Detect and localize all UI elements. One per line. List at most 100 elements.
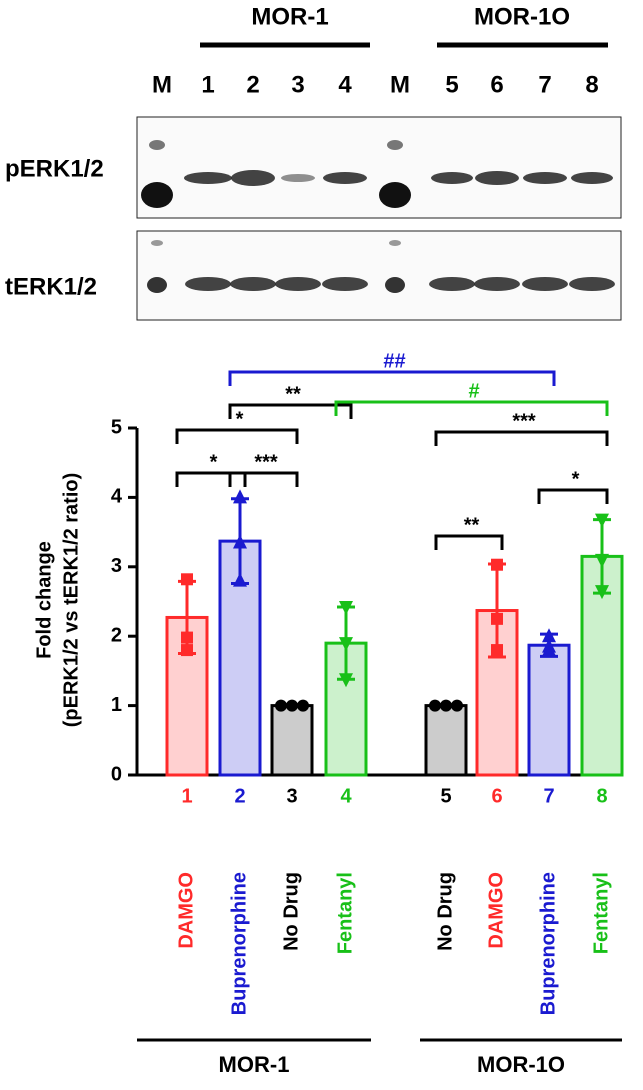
bar [424,704,468,777]
y-tick-label: 0 [111,763,122,785]
blot-band [147,277,167,293]
blot-band [523,172,567,184]
bar [270,704,314,777]
significance-label: * [572,468,580,490]
drug-label: Buprenorphine [537,872,559,1015]
significance-bracket [228,403,353,419]
blot-band [151,240,163,246]
data-point [181,631,193,644]
lane-label: 5 [445,71,458,98]
blot-panel [136,116,622,219]
blot-panel [136,230,622,321]
significance-bracket [334,400,609,416]
data-point [491,558,503,571]
lane-label: 7 [538,71,551,98]
data-point [451,699,463,712]
bar [527,643,571,777]
blot-band [184,172,232,184]
x-tick-label: 4 [340,785,352,807]
y-tick-label: 1 [111,694,122,716]
significance-label: *** [254,451,278,473]
data-point [542,638,556,653]
data-point [491,612,503,625]
data-point [275,699,287,712]
lane-label: 2 [246,71,259,98]
group-label: MOR-1 [251,3,328,30]
significance-label: *** [512,410,536,432]
significance-label: * [210,451,218,473]
lane-label: 1 [201,71,214,98]
data-point [440,699,452,712]
significance-bracket [175,471,247,487]
significance-label: # [468,380,479,402]
data-point [181,644,193,657]
blot-band [389,240,401,246]
x-tick-label: 5 [440,785,451,807]
blot-band [149,140,165,150]
blot-band [230,277,276,291]
y-axis-label: Fold change [33,541,55,659]
y-tick-label: 2 [111,624,122,646]
drug-label: Fentanyl [590,872,612,954]
data-point [491,644,503,657]
x-tick-label: 2 [234,785,245,807]
significance-label: * [236,408,244,430]
significance-label: ** [285,383,301,405]
significance-bracket [228,370,556,386]
drug-label: Fentanyl [334,872,356,954]
blot-band [429,277,475,291]
blot-band [569,277,615,291]
data-point [595,585,609,600]
y-tick-label: 3 [111,555,122,577]
significance-bracket [537,488,609,504]
data-point [339,637,353,652]
blot-band [231,170,275,186]
group-label: MOR-1O [474,3,570,30]
data-point [297,699,309,712]
blot-band [323,172,367,184]
data-point [181,573,193,586]
blot-band [475,171,519,185]
blot-band [474,277,520,291]
x-tick-label: 6 [491,785,502,807]
blot-band [275,277,321,291]
data-point [595,553,609,568]
y-tick-label: 5 [111,416,122,438]
data-point [429,699,441,712]
lane-label: 3 [291,71,304,98]
data-point [339,601,353,616]
x-tick-label: 7 [543,785,554,807]
lane-label: 4 [338,71,352,98]
blot-band [387,140,403,150]
blot-band [571,172,613,184]
significance-bracket [434,534,504,550]
data-point [595,513,609,528]
significance-bracket [434,430,609,446]
blot-band [522,277,568,291]
group-label: MOR-1O [477,1052,565,1077]
x-tick-label: 8 [596,785,607,807]
row-label: tERK1/2 [5,273,97,300]
data-point [233,534,247,549]
drug-label: Buprenorphine [228,872,250,1015]
significance-label: ## [383,350,405,372]
significance-bracket [228,471,299,487]
drug-label: No Drug [434,872,456,951]
y-axis-label: (pERK1/2 vs tERK1/2 ratio) [60,473,82,728]
lane-label: M [390,71,410,98]
y-tick-label: 4 [111,486,123,508]
data-point [286,699,298,712]
blot-band [185,277,231,291]
x-tick-label: 3 [286,785,297,807]
blot-band [141,182,173,208]
lane-label: 6 [490,71,503,98]
blot-band [322,277,368,291]
lane-label: 8 [585,71,598,98]
x-tick-label: 1 [181,785,192,807]
data-point [339,673,353,688]
lane-label: M [152,71,172,98]
blot-band [379,182,411,208]
group-label: MOR-1 [219,1052,290,1077]
drug-label: No Drug [280,872,302,951]
